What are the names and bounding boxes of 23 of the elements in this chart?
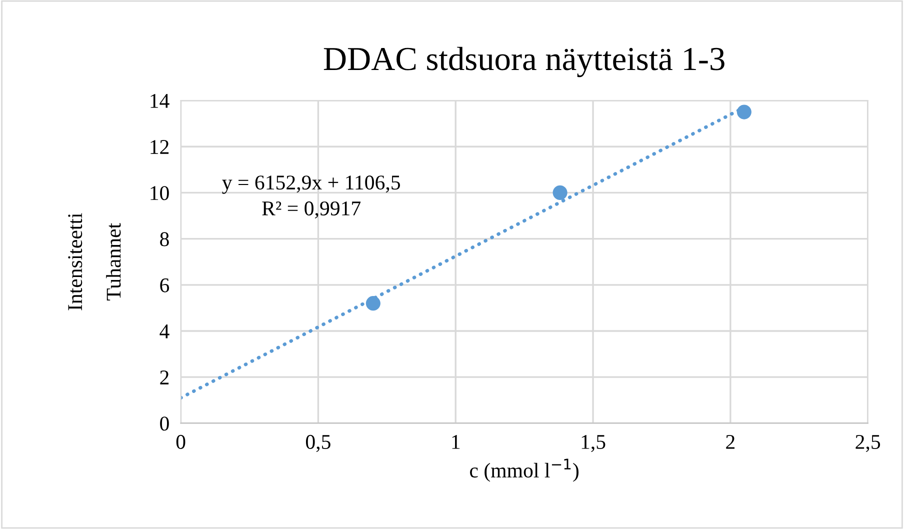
y-tick-label: 6: [160, 278, 170, 292]
x-axis-title: c (mmol l$^{−1}$): [470, 458, 579, 482]
x-tick-label: 0,5: [306, 434, 330, 452]
y-tick-label: 10: [150, 186, 169, 200]
y-tick-label: 8: [160, 232, 169, 246]
x-tick-label: 2,5: [856, 434, 880, 452]
point: [552, 185, 568, 200]
y-tick-label: 4: [160, 324, 170, 338]
y-axis-title: Intensiteetti: [68, 213, 82, 310]
x-tick-label: 2: [726, 434, 734, 449]
point: [366, 296, 380, 311]
text: Tuhannet: [106, 223, 121, 300]
annotation: R² = 0,9917: [262, 201, 361, 218]
y-tick-label: 14: [150, 94, 170, 108]
point: [736, 104, 752, 120]
annotation: y = 6152,9x + 1106,5: [222, 176, 400, 194]
y-tick-label: 0: [160, 416, 169, 431]
x-tick-label: 1,5: [582, 435, 606, 452]
chart-title: DDAC stdsuora näytteistä 1-3: [324, 46, 724, 78]
x-tick-label: 1: [452, 435, 460, 449]
y-tick-label: 12: [150, 140, 169, 154]
x-tick-label: 0: [176, 434, 186, 449]
y-tick-label: 2: [160, 370, 169, 384]
